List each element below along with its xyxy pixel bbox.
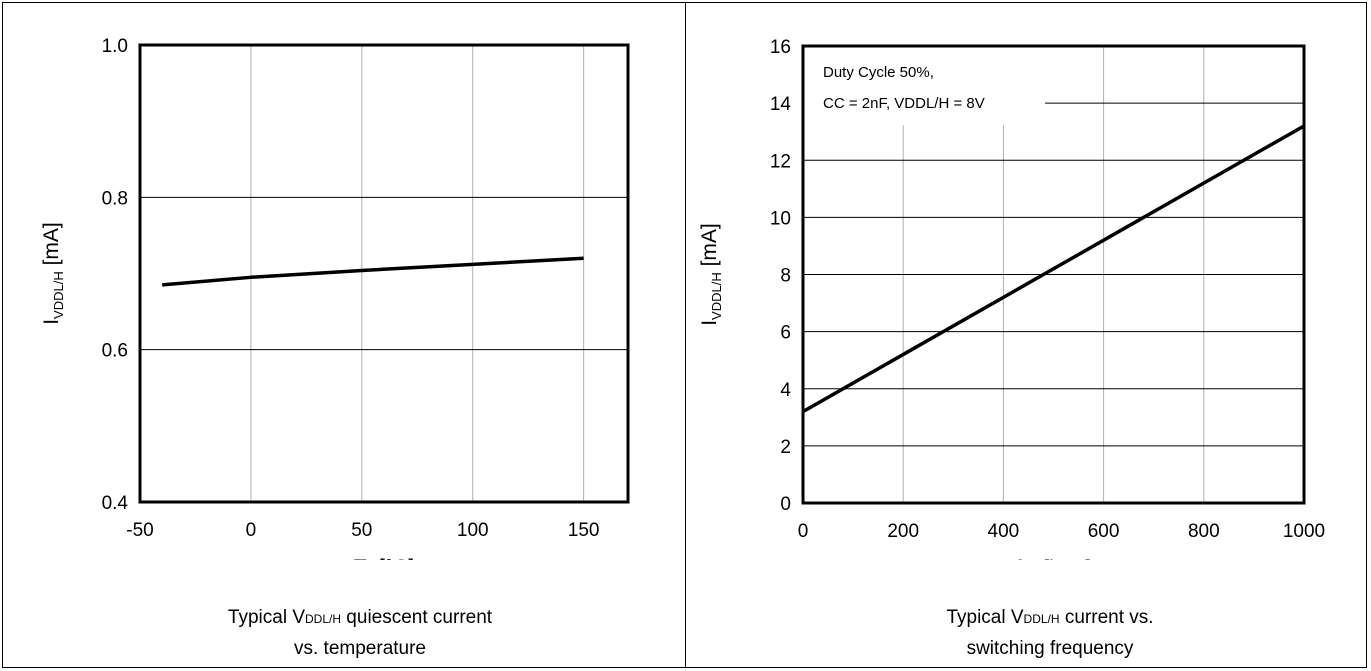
temperature-chart: -50 0 50 100 150 0.4 0.6 0.8 1.0 TJ [°C] IVDDL/H […: [40, 36, 630, 560]
plot-area-border: [138, 43, 630, 504]
y-tick-label: 0.8: [102, 188, 128, 209]
y-tick-label: 14: [770, 94, 792, 115]
annotation-line1: Duty Cycle 50%,: [823, 64, 934, 81]
x-tick-label: 0: [798, 521, 809, 542]
x-tick-label: -50: [126, 520, 153, 541]
y-tick-label: 2: [780, 437, 791, 458]
plot-area-border: [801, 44, 1306, 505]
y-tick-label: 6: [780, 323, 791, 344]
annotation-line2: CC = 2nF, VDDL/H = 8V: [823, 95, 985, 112]
panel-divider: [685, 2, 686, 668]
x-tick-label: 800: [1188, 521, 1220, 542]
y-tick-label: 12: [770, 151, 791, 172]
x-tick-label: 400: [988, 521, 1020, 542]
y-tick-label: 0: [780, 494, 791, 515]
x-tick-label: 200: [887, 521, 919, 542]
y-tick-label: 1.0: [102, 36, 128, 57]
y-tick-label: 10: [770, 208, 791, 229]
y-tick-label: 16: [770, 37, 791, 58]
caption-left-line1: Typical VDDL/H quiescent current: [227, 607, 493, 628]
x-tick-label: 100: [457, 520, 489, 541]
x-tick-label: 1000: [1283, 521, 1325, 542]
caption-left: Typical VDDL/H quiescent current vs. tem…: [150, 603, 570, 664]
caption-left-line2: vs. temperature: [294, 638, 426, 659]
series-line: [162, 256, 584, 287]
series-line: [802, 124, 1305, 414]
x-axis-label: TJ [°C]: [354, 556, 414, 560]
caption-right-line2: switching frequency: [966, 638, 1134, 659]
x-tick-label: 0: [246, 520, 257, 541]
x-tick-label: 150: [568, 520, 600, 541]
y-tick-label: 8: [780, 266, 791, 287]
y-tick-label: 0.4: [102, 493, 129, 514]
frequency-chart: 0 200 400 600 800 1000 0 2 4 6 8 10 12 14 16 fsw [kHz] I…: [698, 37, 1325, 560]
x-axis-label: fsw [kHz]: [1016, 557, 1091, 560]
y-axis-label: IVDDL/H [mA]: [698, 223, 724, 326]
y-axis-label: IVDDL/H [mA]: [40, 222, 66, 325]
caption-right-line1: Typical VDDL/H current vs.: [946, 607, 1154, 628]
y-tick-label: 4: [780, 380, 791, 401]
x-tick-label: 50: [351, 520, 372, 541]
y-tick-label: 0.6: [102, 341, 128, 362]
x-tick-label: 600: [1088, 521, 1120, 542]
caption-right: Typical VDDL/H current vs. switching fre…: [840, 603, 1260, 664]
